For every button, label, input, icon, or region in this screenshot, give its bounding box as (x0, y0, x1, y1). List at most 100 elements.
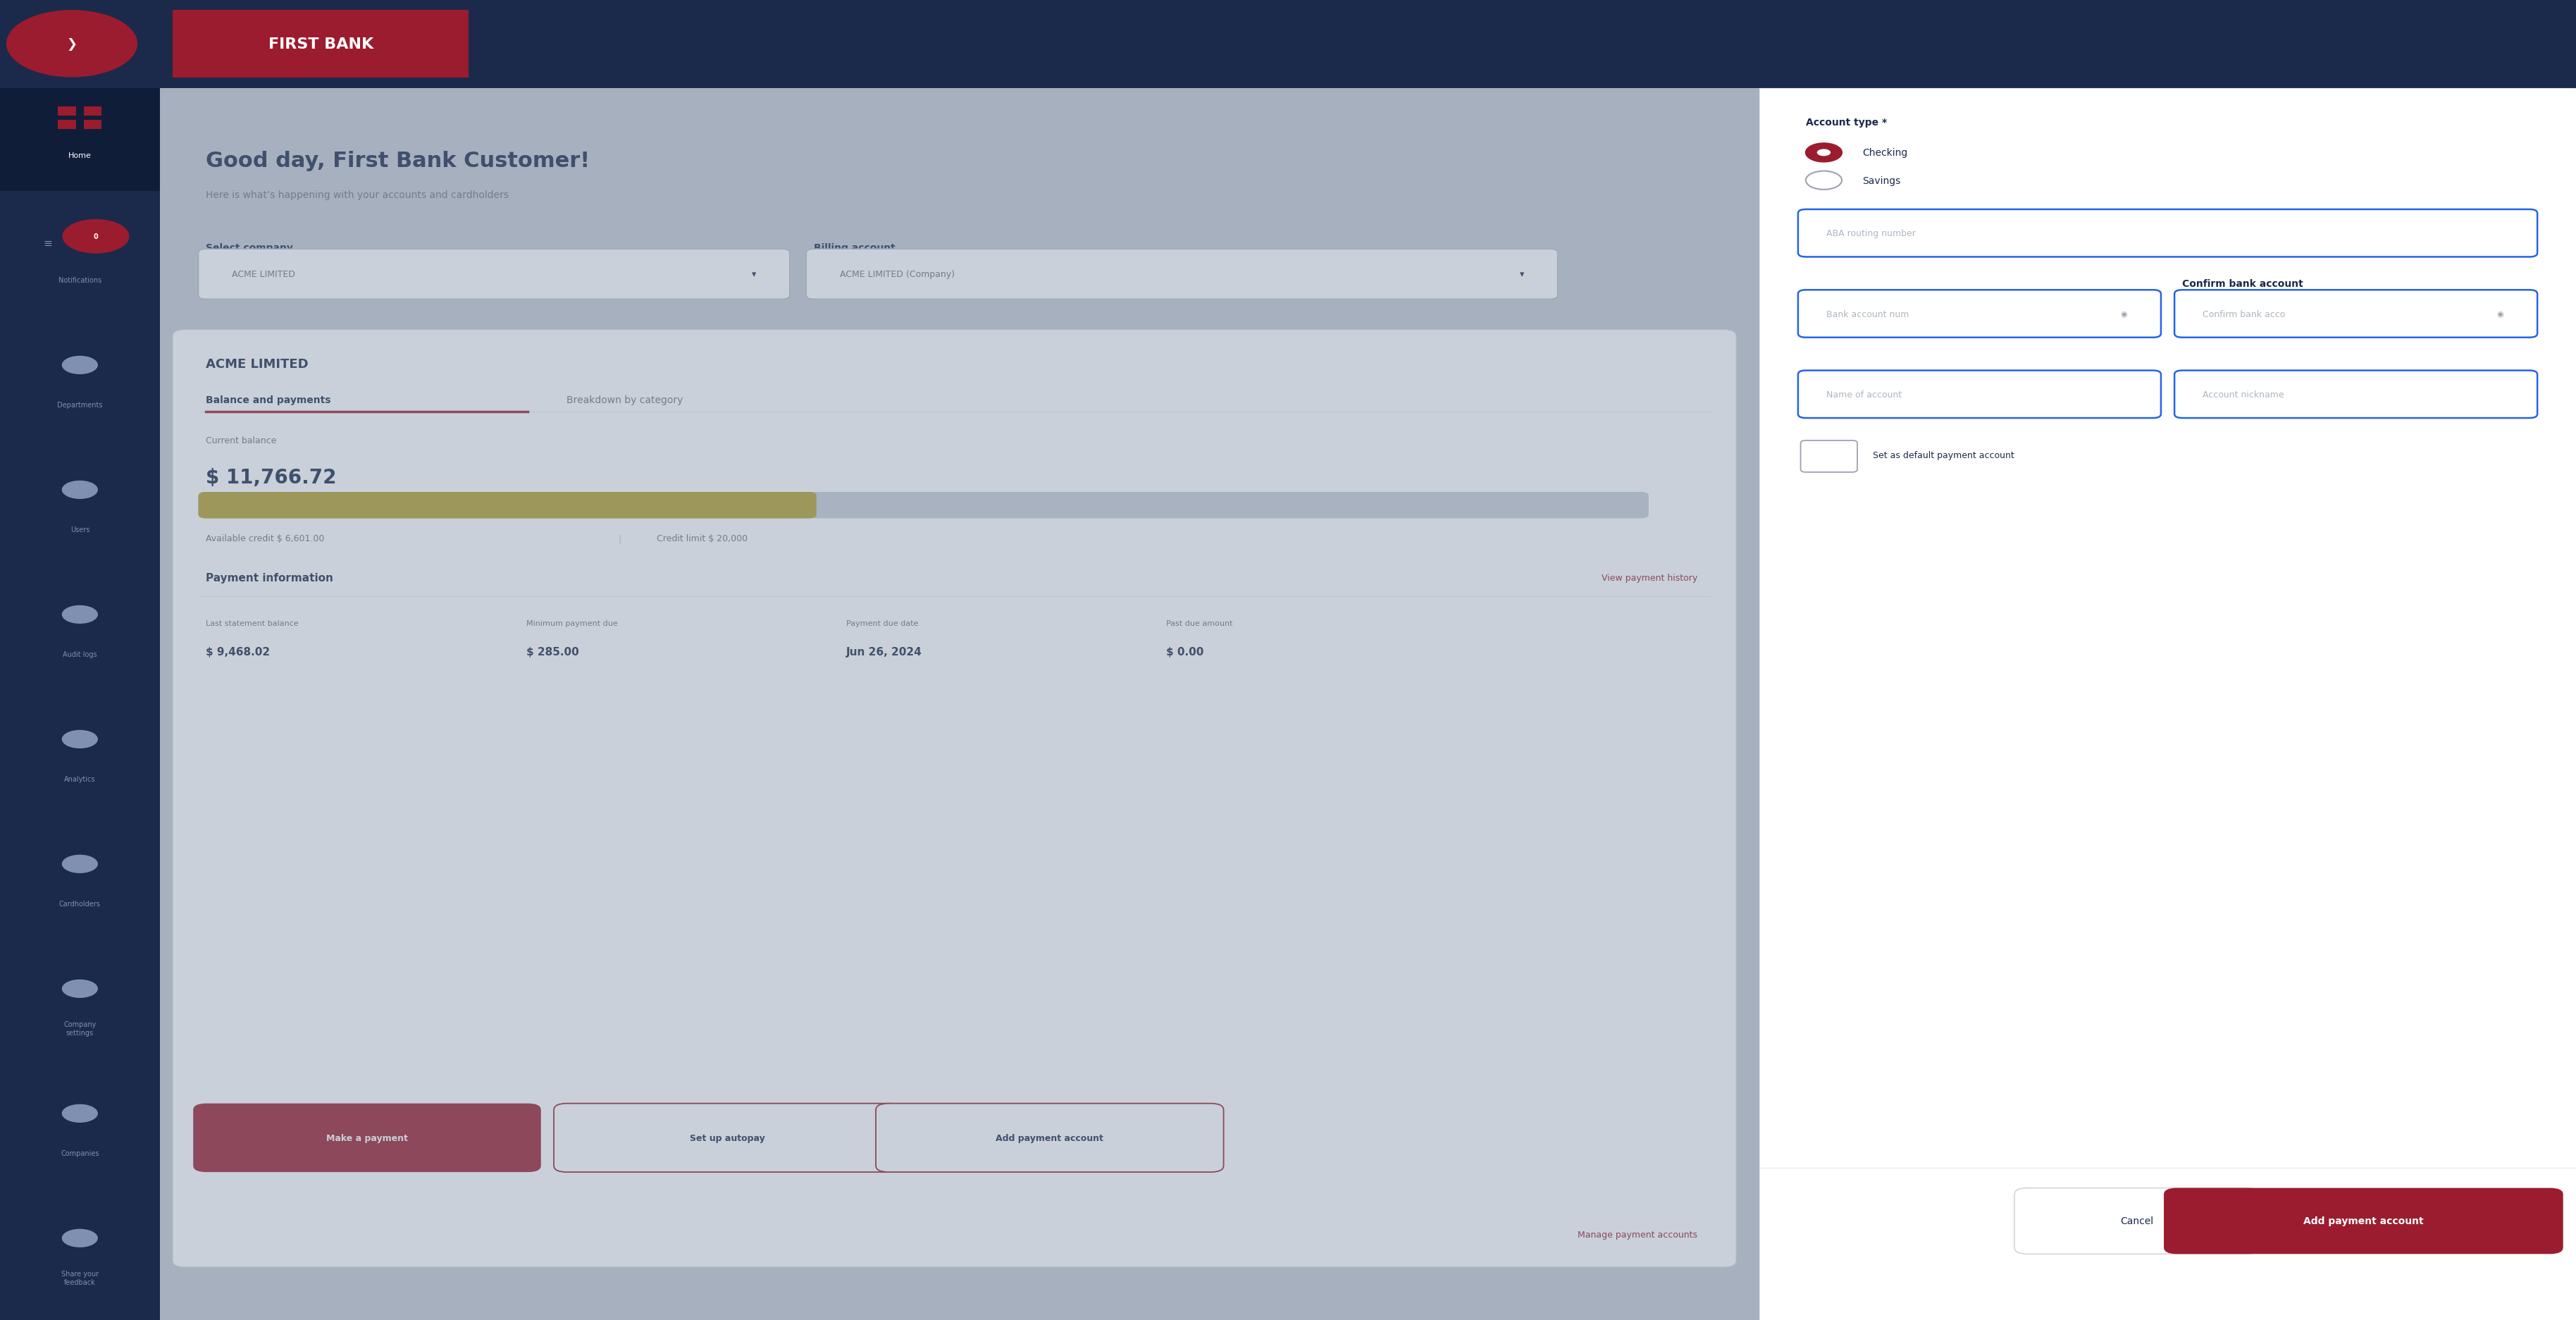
FancyBboxPatch shape (193, 1104, 541, 1172)
Text: Savings: Savings (1862, 176, 1901, 186)
Text: $ 285.00: $ 285.00 (526, 647, 580, 657)
Circle shape (1816, 149, 1832, 157)
FancyBboxPatch shape (198, 492, 817, 519)
Text: Available credit $ 6,601.00: Available credit $ 6,601.00 (206, 535, 325, 543)
FancyBboxPatch shape (173, 11, 469, 78)
Text: Manage payment accounts: Manage payment accounts (1579, 1230, 1698, 1238)
Circle shape (62, 979, 98, 998)
Text: Users: Users (70, 527, 90, 533)
Circle shape (62, 855, 98, 874)
Text: Account nickname: Account nickname (2202, 391, 2285, 399)
Circle shape (62, 1229, 98, 1247)
Text: Add payment account: Add payment account (2303, 1216, 2424, 1226)
Text: $ 0.00: $ 0.00 (1167, 647, 1203, 657)
Text: Payment due date: Payment due date (845, 619, 917, 627)
Text: Departments: Departments (57, 401, 103, 409)
Text: Analytics: Analytics (64, 776, 95, 783)
Text: ▾: ▾ (752, 271, 757, 279)
Text: Make a payment: Make a payment (327, 1134, 407, 1142)
FancyBboxPatch shape (173, 330, 1736, 1267)
Text: ◉: ◉ (2496, 310, 2504, 318)
Text: $ 9,468.02: $ 9,468.02 (206, 647, 270, 657)
Text: Select company: Select company (206, 243, 294, 253)
FancyBboxPatch shape (554, 1104, 902, 1172)
FancyBboxPatch shape (0, 0, 2576, 88)
Text: Home: Home (70, 152, 90, 160)
Circle shape (62, 606, 98, 624)
Circle shape (62, 356, 98, 375)
Text: 0: 0 (93, 234, 98, 240)
Text: ◉: ◉ (2120, 310, 2128, 318)
Text: Share your
feedback: Share your feedback (62, 1270, 98, 1286)
Text: |: | (618, 535, 621, 543)
Circle shape (62, 480, 98, 499)
FancyBboxPatch shape (2174, 371, 2537, 418)
Text: Current balance: Current balance (206, 437, 276, 445)
Text: Good day, First Bank Customer!: Good day, First Bank Customer! (206, 150, 590, 172)
Text: FIRST BANK: FIRST BANK (268, 37, 374, 51)
Text: Confirm bank acco: Confirm bank acco (2202, 310, 2285, 318)
FancyBboxPatch shape (0, 88, 160, 1320)
Text: Last statement balance: Last statement balance (206, 619, 299, 627)
Text: Minimum payment due: Minimum payment due (526, 619, 618, 627)
Text: Credit limit $ 20,000: Credit limit $ 20,000 (657, 535, 747, 543)
Text: ACME LIMITED: ACME LIMITED (206, 358, 309, 371)
Text: Add payment account: Add payment account (1821, 54, 1976, 67)
Circle shape (1806, 172, 1842, 190)
Text: ABA routing number: ABA routing number (1826, 230, 1917, 238)
FancyBboxPatch shape (82, 120, 103, 129)
FancyBboxPatch shape (160, 88, 1759, 1320)
Text: Name of account: Name of account (1826, 391, 1901, 399)
FancyBboxPatch shape (82, 107, 103, 116)
Circle shape (1806, 144, 1842, 162)
Text: View payment history: View payment history (1602, 574, 1698, 582)
FancyBboxPatch shape (198, 249, 791, 300)
FancyBboxPatch shape (2164, 1188, 2563, 1254)
Text: Name on account *: Name on account * (1806, 372, 1911, 383)
FancyBboxPatch shape (1798, 210, 2537, 257)
Text: Checking: Checking (1862, 148, 1909, 158)
Text: ABA routing number *: ABA routing number * (1806, 211, 1927, 222)
Text: Company
settings: Company settings (64, 1020, 95, 1036)
FancyBboxPatch shape (1801, 441, 1857, 473)
Text: $ 11,766.72: $ 11,766.72 (206, 469, 337, 487)
Circle shape (5, 11, 137, 78)
Text: Set up autopay: Set up autopay (690, 1134, 765, 1142)
Text: Companies: Companies (62, 1150, 98, 1156)
Text: Audit logs: Audit logs (62, 651, 98, 657)
Text: number *: number * (2182, 298, 2233, 309)
Text: Add payment account: Add payment account (997, 1134, 1103, 1142)
Text: Confirm bank account: Confirm bank account (2182, 279, 2303, 289)
Text: Breakdown by category: Breakdown by category (567, 395, 683, 405)
FancyBboxPatch shape (1798, 290, 2161, 338)
FancyBboxPatch shape (198, 492, 1649, 519)
Text: ❯: ❯ (67, 38, 77, 50)
Text: Set as default payment account: Set as default payment account (1873, 451, 2014, 459)
Text: Here is what’s happening with your accounts and cardholders: Here is what’s happening with your accou… (206, 190, 510, 201)
Text: Balance and payments: Balance and payments (206, 395, 332, 405)
Text: Bank account num: Bank account num (1826, 310, 1909, 318)
Text: Cancel: Cancel (2120, 1216, 2154, 1226)
FancyBboxPatch shape (1759, 0, 2576, 1320)
Text: ACME LIMITED: ACME LIMITED (232, 271, 296, 279)
Circle shape (62, 219, 129, 253)
Text: ACME LIMITED (Company): ACME LIMITED (Company) (840, 271, 956, 279)
Text: Payment information: Payment information (206, 573, 332, 583)
Circle shape (62, 1105, 98, 1123)
FancyBboxPatch shape (57, 120, 75, 129)
FancyBboxPatch shape (160, 88, 1759, 1320)
FancyBboxPatch shape (876, 1104, 1224, 1172)
FancyBboxPatch shape (0, 73, 160, 191)
Text: Cardholders: Cardholders (59, 900, 100, 907)
FancyBboxPatch shape (57, 107, 75, 116)
FancyBboxPatch shape (2014, 1188, 2259, 1254)
Text: Notifications: Notifications (59, 277, 100, 284)
Text: Past due amount: Past due amount (1167, 619, 1231, 627)
Text: Bank account number *: Bank account number * (1806, 292, 1935, 302)
Text: Billing account: Billing account (814, 243, 896, 253)
FancyBboxPatch shape (1798, 371, 2161, 418)
Text: ▾: ▾ (1520, 271, 1525, 279)
Text: Account type *: Account type * (1806, 117, 1886, 128)
Text: ←: ← (1780, 54, 1790, 67)
FancyBboxPatch shape (806, 249, 1558, 300)
